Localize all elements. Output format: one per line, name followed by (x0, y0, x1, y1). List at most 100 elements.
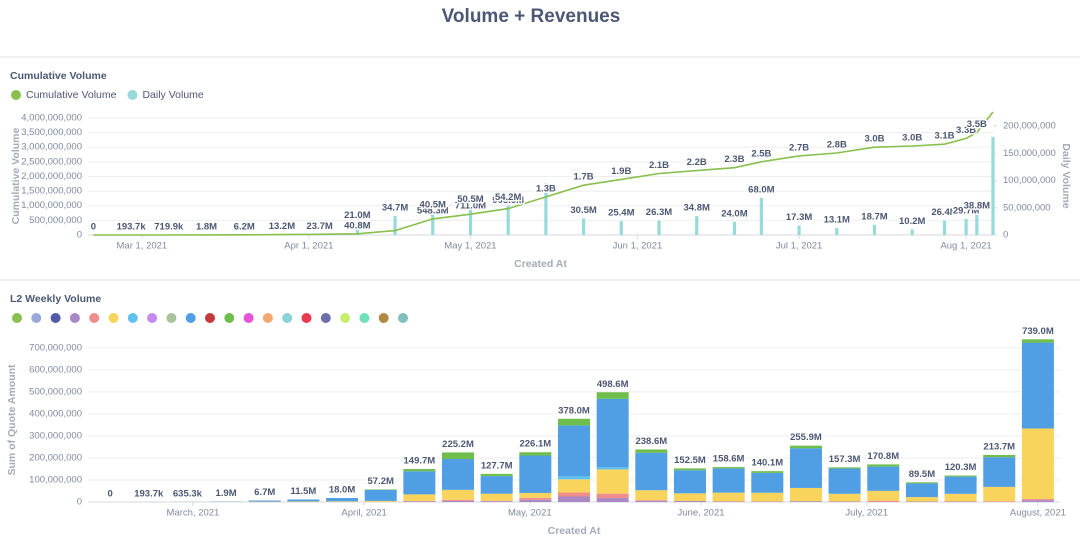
bar-segment (403, 501, 436, 502)
bar-segment (287, 501, 320, 502)
legend-swatch (69, 313, 80, 323)
legend-swatch (398, 313, 408, 323)
bar-segment (364, 489, 397, 501)
data-label: 25.4M (608, 208, 634, 219)
daily-bar (544, 183, 548, 235)
bar-segment (673, 470, 706, 494)
legend-swatch (378, 313, 389, 323)
x-tick-label: Jun 1, 2021 (613, 241, 663, 252)
daily-bar (797, 225, 801, 235)
daily-bar (393, 216, 397, 235)
data-label: 1.7B (574, 172, 594, 183)
legend-swatch (243, 313, 254, 323)
data-label: 903.3M (492, 195, 524, 206)
dashboard-title: Volume + Revenues (442, 6, 621, 27)
bar-segment (442, 489, 475, 500)
chart-title: L2 Weekly Volume (10, 293, 101, 305)
x-axis-label: Created At (514, 258, 567, 270)
bar-segment (944, 476, 977, 494)
y2-tick-label: 50,000,000 (1003, 202, 1051, 213)
total-label: 226.1M (519, 439, 551, 450)
x-tick-label: Aug 1, 2021 (940, 241, 991, 252)
bar-segment (480, 476, 513, 494)
bar-segment (519, 497, 552, 500)
y-tick-label: 500,000,000 (29, 386, 82, 397)
bar-segment (1021, 342, 1054, 429)
y-tick-label: 300,000,000 (29, 430, 82, 441)
total-label: 635.3k (173, 488, 203, 499)
data-label: 68.0M (748, 184, 774, 195)
data-label: 24.0M (721, 208, 747, 219)
legend-swatch (166, 313, 177, 323)
bar-segment (558, 492, 590, 497)
data-label: 3.0B (864, 134, 884, 145)
y-tick-label: 3,000,000,000 (21, 142, 82, 153)
bar-segment (944, 493, 977, 502)
data-label: 3.0B (902, 133, 922, 144)
legend-label: Daily Volume (142, 89, 203, 101)
bar-segment (519, 499, 552, 502)
x-tick-label: Mar 1, 2021 (117, 241, 168, 252)
bar-segment (828, 501, 861, 502)
bar-segment (248, 500, 281, 502)
bar-segment (944, 475, 977, 477)
total-label: 120.3M (945, 462, 977, 473)
bar-segment (596, 498, 629, 502)
total-label: 157.3M (829, 454, 861, 465)
legend-swatch (11, 90, 21, 100)
daily-bar (732, 221, 737, 235)
bar-segment (635, 449, 668, 453)
y-tick-label: 0 (77, 497, 82, 508)
data-label: 0 (91, 222, 96, 233)
bar-segment (442, 459, 475, 490)
bar-segment (712, 467, 745, 469)
bar-segment (712, 501, 745, 502)
data-label: 711.0M (455, 201, 486, 212)
y-tick-label: 200,000,000 (29, 452, 82, 463)
total-label: 498.6M (597, 379, 629, 390)
bar-segment (867, 466, 900, 491)
data-label: 2.3B (724, 154, 744, 165)
data-label: 23.7M (306, 221, 332, 232)
data-label: 13.1M (824, 214, 850, 225)
data-label: 2.7B (789, 142, 809, 153)
bar-segment (480, 493, 513, 501)
bar-segment (596, 469, 629, 494)
bar-segment (635, 500, 668, 501)
legend-swatch (301, 313, 312, 323)
bar-segment (596, 392, 629, 399)
data-label: 1.3B (536, 183, 556, 194)
total-label: 225.2M (442, 439, 474, 450)
data-label: 18.7M (861, 211, 887, 222)
legend-swatch (108, 313, 119, 323)
legend-swatch (359, 313, 370, 323)
total-label: 127.7M (481, 460, 513, 471)
bar-segment (519, 455, 552, 493)
total-label: 213.7M (983, 441, 1015, 452)
bar-segment (287, 499, 320, 502)
data-label: 1.8M (196, 221, 217, 232)
x-tick-label: June, 2021 (678, 508, 725, 519)
legend-swatch (127, 313, 138, 323)
bar-segment (403, 469, 436, 472)
legend-label: Cumulative Volume (26, 89, 117, 101)
bar-segment (712, 492, 745, 502)
x-tick-label: May 1, 2021 (444, 241, 496, 252)
daily-bar (942, 220, 947, 235)
total-label: 158.6M (713, 454, 745, 465)
y-tick-label: 700,000,000 (29, 342, 82, 353)
legend-swatch (262, 313, 273, 323)
bar-segment (673, 468, 706, 471)
y2-tick-label: 100,000,000 (1003, 175, 1056, 186)
data-label: 3.3B (956, 125, 976, 136)
data-label: 26.4M (931, 207, 957, 218)
data-label: 719.9k (154, 221, 184, 232)
bar-segment (558, 476, 590, 480)
legend-swatch (89, 313, 100, 323)
total-label: 255.9M (790, 432, 822, 443)
y-tick-label: 1,000,000,000 (21, 200, 82, 211)
data-label: 10.2M (899, 216, 925, 227)
daily-bar (991, 136, 995, 235)
